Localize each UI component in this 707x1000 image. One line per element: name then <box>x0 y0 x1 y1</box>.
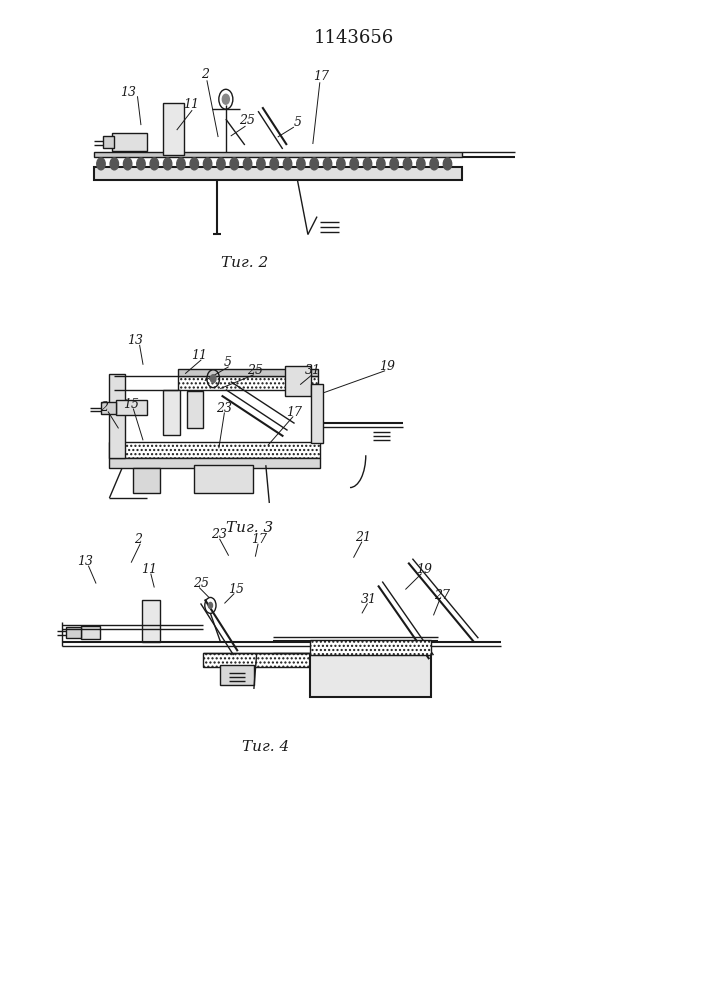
Text: 27: 27 <box>434 589 450 602</box>
Circle shape <box>177 158 185 170</box>
Circle shape <box>430 158 438 170</box>
Bar <box>110 374 125 458</box>
Circle shape <box>323 158 332 170</box>
Circle shape <box>163 158 172 170</box>
Circle shape <box>310 158 318 170</box>
Bar <box>94 167 462 180</box>
Circle shape <box>204 158 212 170</box>
Circle shape <box>284 158 292 170</box>
Text: 31: 31 <box>361 593 377 606</box>
Text: 1143656: 1143656 <box>313 29 394 47</box>
Circle shape <box>209 602 213 608</box>
Bar <box>310 640 431 655</box>
Text: 13: 13 <box>78 555 93 568</box>
Text: 21: 21 <box>356 531 371 544</box>
Bar <box>133 468 160 493</box>
Text: 25: 25 <box>239 114 255 127</box>
Text: 19: 19 <box>416 563 432 576</box>
Bar <box>178 369 318 376</box>
Circle shape <box>190 158 199 170</box>
Text: Τиг. 2: Τиг. 2 <box>221 256 269 270</box>
Circle shape <box>110 158 119 170</box>
Text: 2: 2 <box>100 401 108 414</box>
Text: Τиг. 4: Τиг. 4 <box>243 740 289 754</box>
Text: 15: 15 <box>228 583 244 596</box>
Bar <box>163 390 180 435</box>
Text: 17: 17 <box>286 406 302 419</box>
Text: 11: 11 <box>141 563 157 576</box>
Text: 17: 17 <box>252 533 267 546</box>
Circle shape <box>222 94 229 104</box>
Text: 31: 31 <box>305 364 321 377</box>
Circle shape <box>217 158 225 170</box>
Bar <box>220 665 254 685</box>
Circle shape <box>416 158 425 170</box>
Circle shape <box>403 158 411 170</box>
Bar <box>110 458 320 468</box>
Text: 17: 17 <box>313 70 329 83</box>
Text: 2: 2 <box>201 68 209 81</box>
Bar <box>141 600 160 642</box>
Bar <box>117 400 147 415</box>
Circle shape <box>363 158 372 170</box>
Bar <box>194 465 253 493</box>
Text: 11: 11 <box>183 98 199 111</box>
Circle shape <box>390 158 398 170</box>
Circle shape <box>297 158 305 170</box>
Text: 2: 2 <box>134 533 142 546</box>
Circle shape <box>150 158 158 170</box>
Circle shape <box>124 158 132 170</box>
Text: 5: 5 <box>223 356 231 369</box>
Bar <box>112 133 146 151</box>
Text: 23: 23 <box>216 402 232 415</box>
Text: 13: 13 <box>119 86 136 99</box>
Circle shape <box>377 158 385 170</box>
Circle shape <box>350 158 358 170</box>
Circle shape <box>257 158 265 170</box>
Text: 11: 11 <box>191 349 207 362</box>
Text: 15: 15 <box>123 398 139 411</box>
Circle shape <box>230 158 238 170</box>
Circle shape <box>211 375 216 383</box>
Text: 23: 23 <box>211 528 227 541</box>
Bar <box>311 384 322 443</box>
Bar <box>178 376 318 390</box>
Text: 5: 5 <box>293 116 301 129</box>
Bar <box>66 627 81 638</box>
Text: 13: 13 <box>127 334 143 347</box>
Bar <box>81 626 100 639</box>
Bar <box>285 366 311 396</box>
Text: 25: 25 <box>247 364 263 377</box>
Bar <box>203 653 325 667</box>
Bar <box>187 391 204 428</box>
Circle shape <box>337 158 345 170</box>
Circle shape <box>243 158 252 170</box>
Text: 25: 25 <box>192 577 209 590</box>
Text: Τиг. 3: Τиг. 3 <box>226 521 274 535</box>
Text: 19: 19 <box>379 360 395 373</box>
Circle shape <box>97 158 105 170</box>
Bar <box>101 402 117 414</box>
Bar <box>94 152 462 157</box>
Circle shape <box>443 158 452 170</box>
Bar <box>110 442 320 458</box>
Bar <box>163 103 184 155</box>
Circle shape <box>136 158 145 170</box>
Bar <box>310 655 431 697</box>
Bar <box>103 136 114 148</box>
Circle shape <box>270 158 279 170</box>
